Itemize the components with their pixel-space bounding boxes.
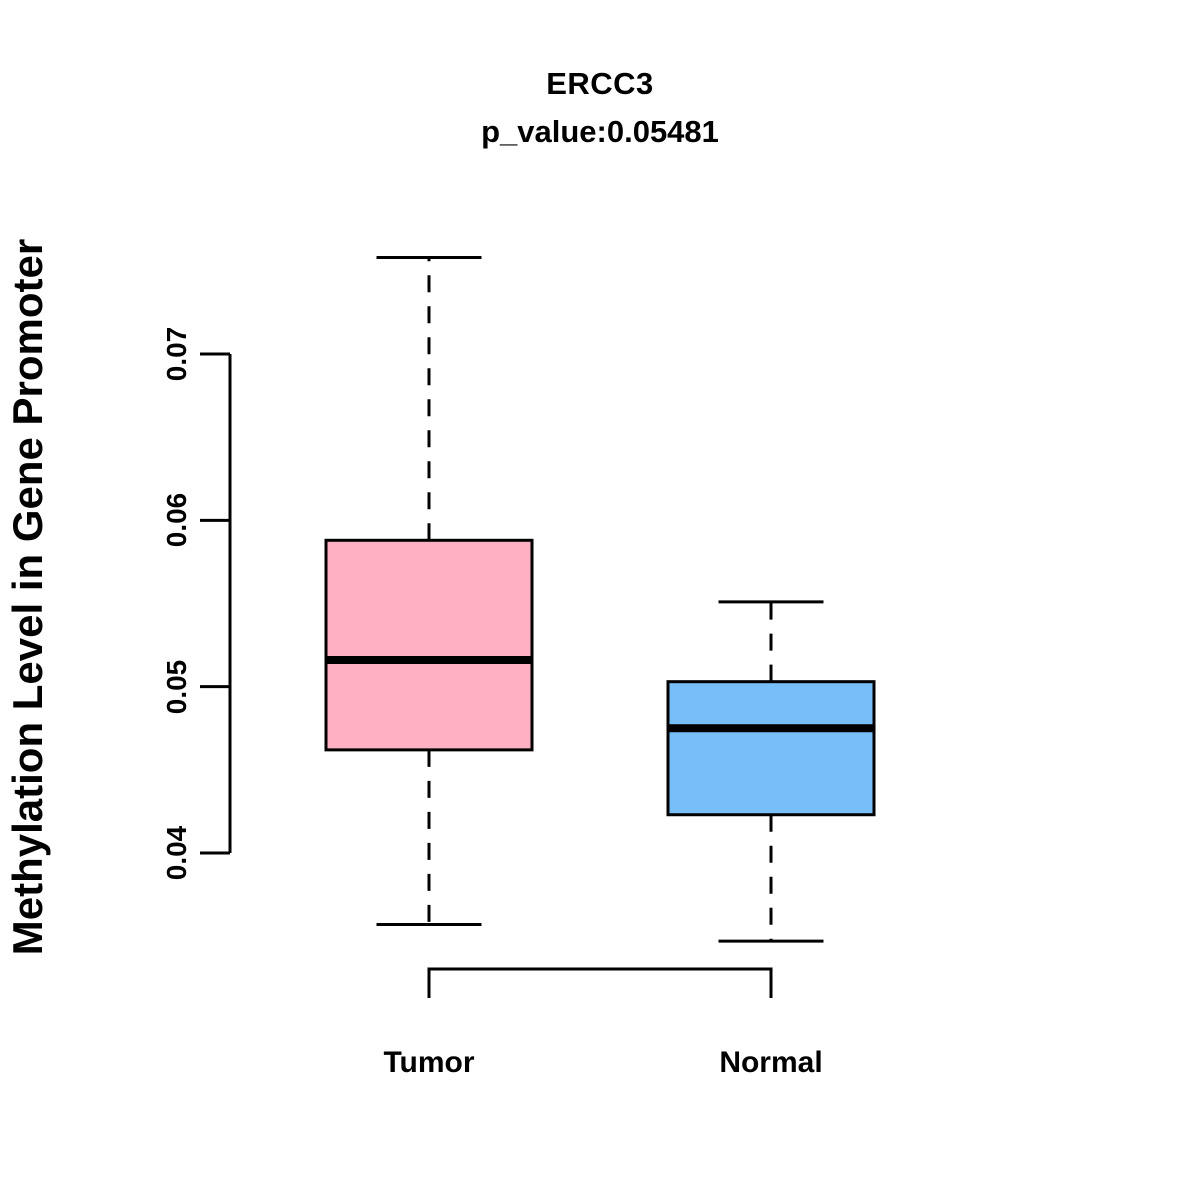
x-axis-bracket (427, 967, 773, 998)
y-tick-label: 0.07 (161, 326, 192, 382)
y-tick-label: 0.04 (161, 825, 192, 881)
chart-subtitle: p_value:0.05481 (481, 114, 719, 149)
x-category-label-tumor: Tumor (383, 1046, 475, 1079)
normal-box (666, 680, 876, 817)
y-tick-label: 0.05 (161, 659, 192, 714)
tumor-box (324, 538, 534, 752)
x-category-label-normal: Normal (719, 1046, 823, 1079)
chart-title: ERCC3 (546, 66, 654, 101)
y-tick-label: 0.06 (161, 493, 192, 548)
